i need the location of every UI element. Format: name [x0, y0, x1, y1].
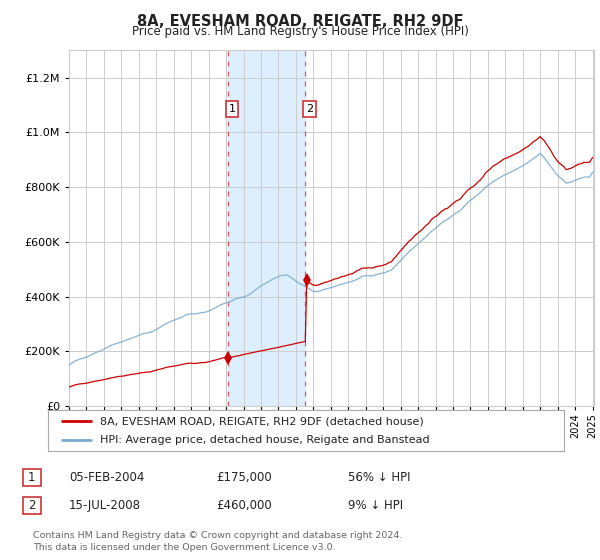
Text: HPI: Average price, detached house, Reigate and Banstead: HPI: Average price, detached house, Reig…: [100, 435, 429, 445]
Text: 2: 2: [28, 498, 35, 512]
Text: Contains HM Land Registry data © Crown copyright and database right 2024.: Contains HM Land Registry data © Crown c…: [33, 531, 403, 540]
Text: 05-FEB-2004: 05-FEB-2004: [69, 470, 145, 484]
Text: Price paid vs. HM Land Registry's House Price Index (HPI): Price paid vs. HM Land Registry's House …: [131, 25, 469, 38]
Text: 2: 2: [306, 104, 313, 114]
Text: 9% ↓ HPI: 9% ↓ HPI: [348, 498, 403, 512]
Text: 1: 1: [28, 470, 35, 484]
Text: 8A, EVESHAM ROAD, REIGATE, RH2 9DF: 8A, EVESHAM ROAD, REIGATE, RH2 9DF: [137, 14, 463, 29]
Text: This data is licensed under the Open Government Licence v3.0.: This data is licensed under the Open Gov…: [33, 543, 335, 552]
Bar: [227, 50, 305, 406]
Text: 15-JUL-2008: 15-JUL-2008: [69, 498, 141, 512]
Text: £175,000: £175,000: [216, 470, 272, 484]
Text: 1: 1: [229, 104, 236, 114]
Text: £460,000: £460,000: [216, 498, 272, 512]
Text: 56% ↓ HPI: 56% ↓ HPI: [348, 470, 410, 484]
Text: 8A, EVESHAM ROAD, REIGATE, RH2 9DF (detached house): 8A, EVESHAM ROAD, REIGATE, RH2 9DF (deta…: [100, 417, 424, 426]
